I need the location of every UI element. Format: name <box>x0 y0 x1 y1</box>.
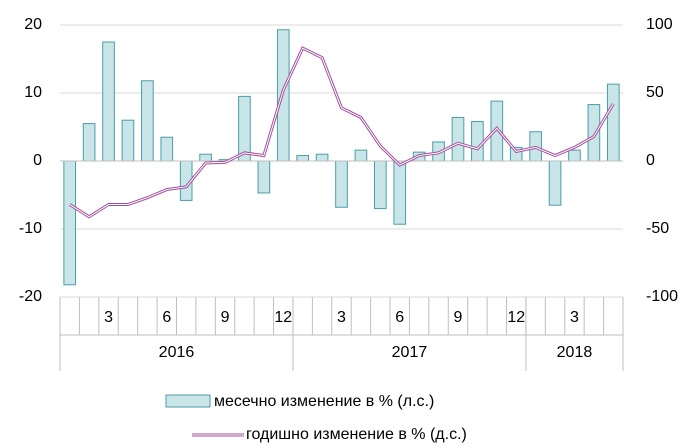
x-tick-label: 12 <box>274 309 292 326</box>
y2-tick-label: -50 <box>646 220 669 237</box>
bar <box>471 121 484 162</box>
x-tick-label: 12 <box>507 309 525 326</box>
x-tick-label: 6 <box>395 309 404 326</box>
bar <box>335 160 348 208</box>
bar <box>587 104 601 162</box>
bar <box>296 155 309 162</box>
x-tick-label: 3 <box>337 309 346 326</box>
y-tick-label: 0 <box>33 152 42 169</box>
y2-tick-label: 50 <box>646 84 664 101</box>
y-tick-label: -20 <box>19 288 42 305</box>
bar <box>606 83 620 162</box>
bar <box>257 160 271 194</box>
bar <box>315 153 329 162</box>
group-label: 2018 <box>557 344 593 361</box>
x-tick-label: 3 <box>570 309 579 326</box>
bar <box>354 149 368 162</box>
legend-label: годишно изменение в % (д.с.) <box>246 426 467 443</box>
x-tick-label: 6 <box>162 309 171 326</box>
x-tick-label: 9 <box>221 309 230 326</box>
legend-label: месечно изменение в % (л.с.) <box>214 393 434 410</box>
bar <box>238 95 251 162</box>
bar <box>121 119 135 162</box>
x-tick-label: 3 <box>104 309 113 326</box>
y-tick-label: 20 <box>24 16 42 33</box>
bar <box>160 136 174 162</box>
bar <box>393 160 407 225</box>
group-label: 2016 <box>159 344 195 361</box>
bar <box>451 116 465 162</box>
group-label: 2017 <box>392 344 428 361</box>
y2-tick-label: 0 <box>646 152 655 169</box>
y2-tick-label: -100 <box>646 288 678 305</box>
bar <box>141 80 154 162</box>
line-inner <box>69 47 614 218</box>
bar <box>548 160 562 206</box>
bar <box>102 41 115 162</box>
legend-swatch <box>165 394 211 408</box>
y-tick-label: 10 <box>24 84 42 101</box>
y-tick-label: -10 <box>19 220 42 237</box>
bar <box>199 153 212 162</box>
x-tick-label: 9 <box>454 309 463 326</box>
bar <box>63 160 77 286</box>
bar <box>82 123 96 162</box>
y2-tick-label: 100 <box>646 16 673 33</box>
bar <box>374 160 387 210</box>
bar <box>568 149 581 162</box>
